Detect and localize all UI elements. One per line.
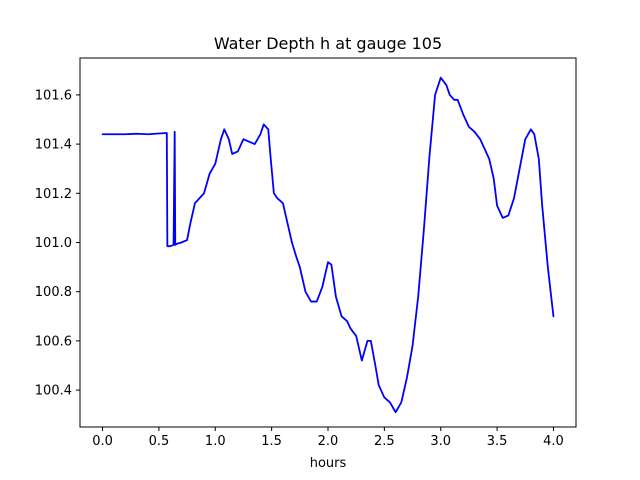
plot-frame: [79, 57, 577, 428]
x-axis: 0.0 0.5 1.0 1.5 2.0 2.5 3.0 3.5 4.0: [92, 427, 564, 449]
x-tick-label: 1.5: [261, 434, 282, 449]
chart-title: Water Depth h at gauge 105: [214, 34, 442, 53]
x-tick-label: 1.0: [205, 434, 226, 449]
x-tick-label: 4.0: [543, 434, 564, 449]
x-tick-label: 2.0: [318, 434, 339, 449]
x-tick-label: 2.5: [374, 434, 395, 449]
y-tick-label: 100.4: [35, 384, 72, 399]
y-tick-label: 101.6: [35, 88, 72, 103]
y-tick-label: 101.0: [35, 236, 72, 251]
y-tick-label: 100.8: [35, 285, 72, 300]
y-tick-label: 101.4: [35, 138, 72, 153]
x-tick-label: 3.0: [430, 434, 451, 449]
y-tick-label: 101.2: [35, 187, 72, 202]
x-tick-label: 0.0: [92, 434, 113, 449]
y-tick-label: 100.6: [35, 334, 72, 349]
plot-area: [79, 57, 577, 428]
x-tick-label: 3.5: [487, 434, 508, 449]
series-line: [101, 76, 555, 414]
x-tick-label: 0.5: [149, 434, 170, 449]
x-axis-title: hours: [310, 456, 347, 471]
y-axis: 100.4 100.6 100.8 101.0 101.2 101.4 101.6: [35, 88, 80, 399]
